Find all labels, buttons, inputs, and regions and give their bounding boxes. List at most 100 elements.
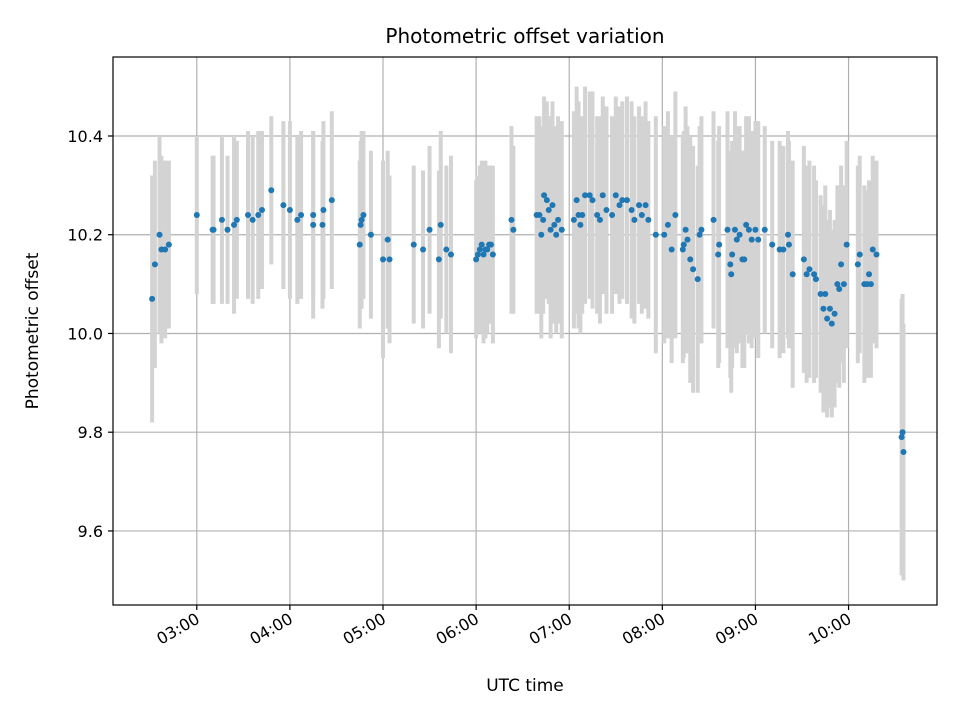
data-point xyxy=(231,221,238,228)
data-point xyxy=(165,241,172,248)
data-point xyxy=(410,241,417,248)
data-point xyxy=(690,266,697,273)
data-point xyxy=(589,197,596,204)
data-point xyxy=(836,286,843,293)
data-point xyxy=(586,192,593,199)
data-point xyxy=(193,211,200,218)
chart-title: Photometric offset variation xyxy=(385,24,664,48)
data-point xyxy=(356,241,363,248)
data-point xyxy=(596,216,603,223)
data-point xyxy=(384,236,391,243)
data-point xyxy=(255,211,262,218)
data-point xyxy=(715,251,722,258)
data-point xyxy=(682,226,689,233)
data-point xyxy=(731,226,738,233)
data-point xyxy=(549,202,556,209)
data-point xyxy=(680,241,687,248)
data-point xyxy=(233,216,240,223)
data-point xyxy=(820,305,827,312)
data-point xyxy=(319,221,326,228)
data-point xyxy=(831,310,838,317)
data-point xyxy=(547,226,554,233)
data-point xyxy=(420,246,427,253)
data-point xyxy=(538,231,545,238)
data-point xyxy=(664,221,671,228)
data-point xyxy=(577,221,584,228)
data-point xyxy=(358,216,365,223)
data-point xyxy=(551,221,558,228)
data-point xyxy=(478,241,485,248)
data-point xyxy=(298,211,305,218)
data-point xyxy=(437,221,444,228)
data-point xyxy=(210,226,217,233)
data-point xyxy=(579,211,586,218)
data-point xyxy=(245,211,252,218)
data-point xyxy=(380,256,387,263)
data-point xyxy=(752,226,759,233)
data-point xyxy=(599,192,606,199)
data-point xyxy=(834,281,841,288)
data-point xyxy=(806,266,813,273)
data-point xyxy=(636,202,643,209)
data-point xyxy=(619,197,626,204)
data-point xyxy=(698,226,705,233)
data-point xyxy=(710,216,717,223)
data-point xyxy=(684,236,691,243)
y-tick-label: 9.6 xyxy=(78,522,103,541)
data-point xyxy=(817,290,824,297)
data-point xyxy=(729,251,736,258)
data-point xyxy=(558,226,565,233)
data-point xyxy=(609,211,616,218)
data-point xyxy=(694,276,701,283)
data-point xyxy=(672,211,679,218)
data-point xyxy=(645,216,652,223)
data-point xyxy=(151,261,158,268)
data-point xyxy=(873,251,880,258)
data-point xyxy=(510,226,517,233)
data-point xyxy=(716,241,723,248)
data-point xyxy=(789,271,796,278)
data-point xyxy=(310,221,317,228)
data-point xyxy=(743,221,750,228)
data-point xyxy=(826,305,833,312)
data-point xyxy=(661,231,668,238)
data-point xyxy=(780,246,787,253)
data-point xyxy=(328,197,335,204)
data-point xyxy=(631,216,638,223)
data-point xyxy=(603,207,610,214)
data-point xyxy=(476,246,483,253)
data-point xyxy=(803,271,810,278)
data-point xyxy=(426,226,433,233)
data-point xyxy=(869,246,876,253)
data-point xyxy=(628,207,635,214)
x-axis-label: UTC time xyxy=(486,676,564,696)
plot-area-frame xyxy=(112,56,938,606)
data-point xyxy=(898,434,905,441)
data-point xyxy=(541,192,548,199)
data-point xyxy=(612,192,619,199)
data-point xyxy=(642,202,649,209)
data-point xyxy=(310,211,317,218)
data-point xyxy=(748,236,755,243)
data-point xyxy=(822,290,829,297)
data-point xyxy=(761,226,768,233)
data-point xyxy=(367,231,374,238)
data-point xyxy=(843,241,850,248)
data-point xyxy=(545,207,552,214)
data-point xyxy=(218,216,225,223)
data-point xyxy=(258,207,265,214)
data-point xyxy=(668,246,675,253)
data-point xyxy=(899,429,906,436)
data-point xyxy=(443,246,450,253)
data-point xyxy=(679,246,686,253)
data-point xyxy=(480,251,487,258)
y-tick-label: 10.0 xyxy=(67,324,103,343)
data-point xyxy=(570,216,577,223)
data-point xyxy=(785,241,792,248)
data-points xyxy=(149,187,907,455)
data-point xyxy=(555,216,562,223)
data-point xyxy=(488,241,495,248)
data-point xyxy=(755,236,762,243)
data-point xyxy=(616,202,623,209)
data-point xyxy=(540,216,547,223)
